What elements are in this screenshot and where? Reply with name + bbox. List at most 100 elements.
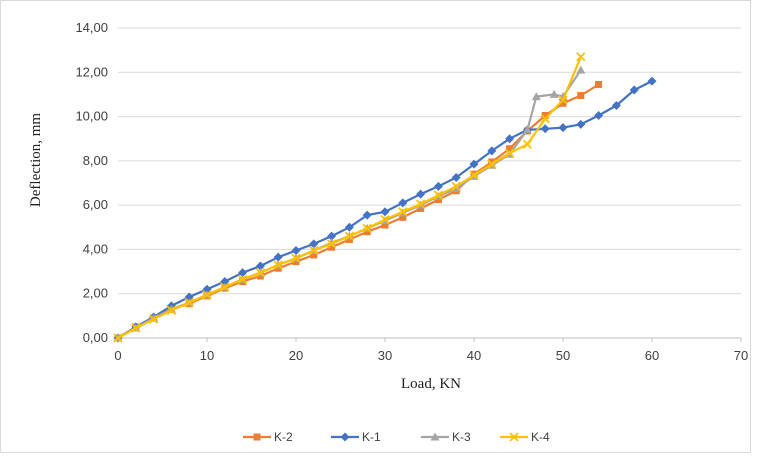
data-point [611,101,621,110]
legend-label: K-1 [362,430,381,444]
data-point [148,314,159,324]
data-point [398,198,408,208]
legend-marker [340,432,350,442]
data-point [362,223,372,234]
x-tick-label: 10 [200,348,214,363]
data-point [344,231,355,241]
data-point [184,297,194,308]
data-point [469,170,479,180]
data-point [549,89,559,98]
data-point [558,123,568,133]
legend-item-k-2: K-2 [243,430,293,444]
data-point [220,282,230,292]
data-point [594,110,604,120]
chart-area-border [0,0,751,453]
data-point [576,52,586,62]
data-point [344,222,354,232]
data-point [381,221,389,229]
data-point [522,139,533,149]
data-point [451,172,461,182]
y-tick-label: 14,00 [75,20,108,35]
data-point [522,125,532,134]
axes: 0,00 2,00 4,00 6,00 8,00 10,00 12,00 14,00 0 10 20… [75,20,748,363]
data-point [328,243,336,251]
data-point [309,245,319,256]
data-point [255,268,266,278]
legend-item-k-4: K-4 [500,430,550,444]
legend-item-k-1: K-1 [331,430,381,444]
data-point [238,268,248,278]
data-point [415,199,426,209]
legend-item-k-3: K-3 [421,430,471,444]
data-point [576,65,586,74]
data-point [131,323,141,333]
data-point [505,134,515,144]
x-tick-label: 70 [734,348,748,363]
x-tick-label: 40 [467,348,481,363]
data-point [380,207,390,217]
data-point [531,92,541,101]
data-point [291,253,301,263]
legend-label: K-2 [274,430,293,444]
data-point [504,148,515,158]
data-point [113,333,123,343]
data-point [273,252,283,262]
y-tick-label: 4,00 [83,241,108,256]
data-point [469,159,479,169]
data-point [559,99,567,107]
data-point [451,184,461,193]
data-point [237,274,248,284]
x-tick-label: 50 [556,348,570,363]
y-tick-label: 12,00 [75,64,108,79]
data-point [487,146,497,156]
data-point [541,111,549,119]
data-point [327,231,337,241]
legend-marker [430,432,440,441]
x-tick-label: 20 [289,348,303,363]
data-point [647,76,657,86]
data-point [291,246,301,256]
x-tick-label: 60 [645,348,659,363]
data-point [506,145,514,153]
data-point [433,190,444,200]
data-point [398,207,408,217]
data-point [380,214,390,225]
data-point [540,114,550,124]
y-tick-label: 0,00 [83,330,108,345]
data-point [399,213,407,221]
data-point [595,80,603,88]
x-tick-label: 30 [378,348,392,363]
series-k-1 [113,76,657,343]
data-point [166,305,177,315]
legend-label: K-4 [531,430,550,444]
data-point [362,210,372,220]
legend-marker [509,432,519,442]
data-point [629,85,639,95]
x-axis-title: Load, KN [401,376,461,392]
y-tick-label: 8,00 [83,153,108,168]
data-point [487,159,497,169]
series-k-4 [113,52,586,343]
data-point [202,290,212,300]
y-tick-label: 6,00 [83,197,108,212]
x-tick-label: 0 [114,348,121,363]
legend-marker [253,433,261,441]
series-group [113,52,657,343]
y-axis-title: Deflection, mm [28,113,44,207]
data-point [255,261,265,271]
data-point [416,189,426,199]
data-point [451,181,461,191]
data-point [310,251,318,259]
data-point [540,124,550,134]
y-tick-label: 10,00 [75,109,108,124]
legend-label: K-3 [452,430,471,444]
data-point [273,260,283,270]
y-tick-label: 2,00 [83,286,108,301]
data-point [576,119,586,129]
data-point [433,181,443,191]
data-point [558,95,568,105]
data-point [309,239,319,249]
data-point [326,239,337,249]
